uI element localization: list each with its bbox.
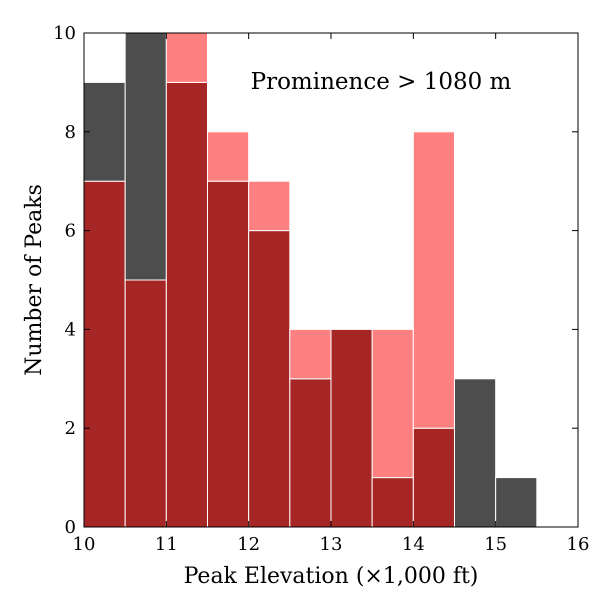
x-tick-label: 16 xyxy=(567,534,590,555)
x-tick-label: 11 xyxy=(155,534,178,555)
y-tick-label: 8 xyxy=(65,122,76,143)
y-tick-label: 0 xyxy=(65,517,76,538)
histogram-bar-pink xyxy=(165,32,208,83)
x-tick-label: 15 xyxy=(484,534,507,555)
x-tick-label: 14 xyxy=(402,534,425,555)
y-tick-label: 6 xyxy=(65,221,76,242)
histogram-bar-pink xyxy=(371,328,414,479)
histogram-bar-pink xyxy=(412,131,456,429)
x-tick-label: 13 xyxy=(320,534,343,555)
histogram-bar-pink xyxy=(207,131,250,182)
histogram-bar-overlap xyxy=(330,328,373,528)
histogram-bar-pink xyxy=(248,180,291,232)
histogram-bar-pink xyxy=(289,328,332,380)
x-tick-label: 12 xyxy=(237,534,260,555)
prominence-annotation: Prominence > 1080 m xyxy=(251,69,512,95)
x-tick-label: 10 xyxy=(73,534,96,555)
x-axis-label: Peak Elevation (×1,000 ft) xyxy=(184,564,479,589)
histogram-bar-overlap xyxy=(371,477,414,528)
histogram-bar-overlap xyxy=(165,81,208,528)
histogram-bar-dark xyxy=(124,32,167,281)
histogram-bar-dark xyxy=(454,378,497,528)
histogram-bar-dark xyxy=(83,81,126,182)
y-tick-label: 4 xyxy=(65,319,76,340)
y-tick-label: 2 xyxy=(65,418,76,439)
ticks-layer: 10 11 12 13 14 15 16 0 2 4 6 8 10 xyxy=(53,23,589,555)
y-tick-label: 10 xyxy=(53,23,76,44)
bars-layer xyxy=(83,32,538,528)
histogram-bar-overlap xyxy=(124,279,167,528)
histogram-bar-overlap xyxy=(207,180,250,528)
histogram-bar-overlap xyxy=(289,378,332,528)
histogram-bar-overlap xyxy=(248,230,291,528)
y-axis-label: Number of Peaks xyxy=(22,184,47,376)
histogram-bar-overlap xyxy=(412,427,456,528)
histogram-bar-overlap xyxy=(83,180,126,528)
histogram-bar-dark xyxy=(495,477,538,528)
